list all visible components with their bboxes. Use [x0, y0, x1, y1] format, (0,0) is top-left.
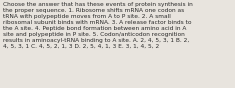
Text: Choose the answer that has these events of protein synthesis in
the proper seque: Choose the answer that has these events …	[3, 2, 192, 49]
